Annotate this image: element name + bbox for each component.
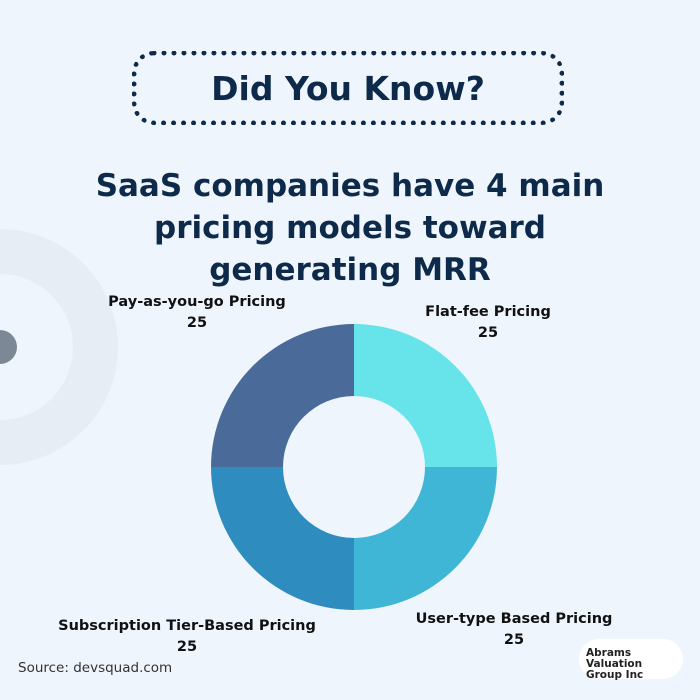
label-pay-as-you-go: Pay-as-you-go Pricing 25: [47, 292, 347, 334]
label-flat-fee: Flat-fee Pricing 25: [338, 302, 638, 344]
label-name: Pay-as-you-go Pricing: [108, 294, 286, 310]
headline: SaaS companies have 4 main pricing model…: [95, 168, 605, 288]
slice-flat-fee-pricing: [354, 324, 497, 467]
label-name: Subscription Tier-Based Pricing: [58, 618, 316, 634]
logo-line-2: Group Inc: [586, 669, 644, 681]
slice-pay-as-you-go-pricing: [211, 324, 354, 467]
label-value: 25: [503, 632, 525, 648]
label-user-type: User-type Based Pricing 25: [364, 609, 664, 651]
did-you-know-badge: Did You Know?: [132, 51, 564, 125]
company-logo: Abrams Valuation Group Inc: [579, 639, 683, 681]
source-text: Source: devsquad.com: [18, 660, 173, 676]
badge-text: Did You Know?: [211, 68, 485, 108]
slice-subscription-tier-based-pricing: [211, 467, 354, 610]
logo-line-1: Abrams Valuation: [586, 647, 643, 670]
label-value: 25: [176, 639, 198, 655]
decorative-ring: [0, 229, 118, 465]
slice-user-type-based-pricing: [354, 467, 497, 610]
decorative-dot: [0, 330, 17, 364]
label-value: 25: [477, 325, 499, 341]
label-value: 25: [186, 315, 208, 331]
label-subscription-tier: Subscription Tier-Based Pricing 25: [37, 616, 337, 658]
label-name: Flat-fee Pricing: [425, 304, 551, 320]
label-name: User-type Based Pricing: [415, 611, 613, 627]
